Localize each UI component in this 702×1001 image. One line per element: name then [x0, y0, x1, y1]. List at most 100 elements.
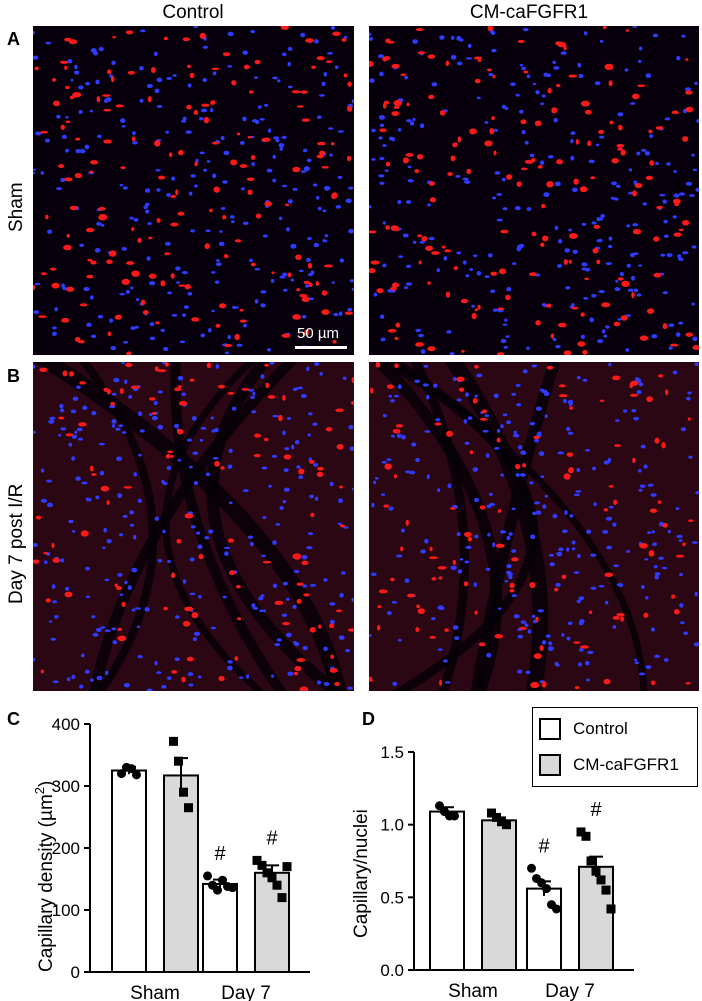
- nucleus-dot: [638, 488, 643, 492]
- nucleus-dot: [650, 627, 655, 632]
- capillary-dot: [303, 593, 310, 597]
- nucleus-dot: [283, 468, 289, 473]
- nucleus-dot: [228, 448, 233, 453]
- nucleus-dot: [90, 48, 97, 53]
- nucleus-dot: [282, 499, 287, 504]
- capillary-dot: [573, 641, 581, 644]
- nucleus-dot: [679, 572, 683, 577]
- nucleus-dot: [607, 457, 612, 463]
- nucleus-dot: [430, 617, 436, 621]
- nucleus-dot: [577, 662, 583, 667]
- nucleus-dot: [404, 578, 410, 583]
- nucleus-dot: [673, 193, 680, 198]
- capillary-dot: [417, 608, 425, 615]
- nucleus-dot: [249, 258, 253, 263]
- nucleus-dot: [231, 406, 237, 411]
- capillary-dot: [657, 374, 664, 378]
- nucleus-dot: [206, 160, 211, 163]
- nucleus-dot: [519, 64, 524, 67]
- capillary-dot: [479, 505, 486, 510]
- nucleus-dot: [584, 267, 591, 272]
- nucleus-dot: [84, 144, 90, 150]
- nucleus-dot: [584, 449, 591, 452]
- nucleus-dot: [605, 262, 613, 266]
- nucleus-dot: [33, 168, 37, 171]
- capillary-dot: [347, 628, 354, 632]
- nucleus-dot: [496, 218, 503, 222]
- capillary-dot: [648, 129, 653, 134]
- capillary-dot: [343, 73, 348, 78]
- nucleus-dot: [46, 479, 52, 483]
- capillary-dot: [321, 309, 330, 315]
- micrograph-sham-cm-cafgfr1: [369, 26, 699, 355]
- data-point: [267, 873, 277, 883]
- capillary-dot: [321, 290, 328, 296]
- nucleus-dot: [667, 529, 671, 534]
- nucleus-dot: [64, 586, 70, 591]
- capillary-dot: [319, 150, 326, 156]
- nucleus-dot: [154, 516, 159, 521]
- capillary-dot: [40, 130, 49, 134]
- nucleus-dot: [651, 530, 655, 534]
- capillary-dot: [467, 536, 473, 542]
- nucleus-dot: [33, 310, 40, 314]
- capillary-dot: [558, 384, 566, 388]
- nucleus-dot: [604, 600, 609, 605]
- capillary-dot: [303, 280, 311, 285]
- nucleus-dot: [490, 289, 496, 294]
- tissue-cleft: [89, 362, 298, 691]
- nucleus-dot: [535, 90, 540, 95]
- capillary-dot: [182, 37, 191, 42]
- nucleus-dot: [251, 603, 256, 608]
- nucleus-dot: [484, 275, 490, 279]
- nucleus-dot: [544, 494, 548, 498]
- nucleus-dot: [33, 364, 36, 369]
- nucleus-dot: [286, 632, 292, 638]
- capillary-dot: [107, 331, 112, 337]
- nucleus-dot: [105, 670, 109, 676]
- nucleus-dot: [382, 221, 386, 225]
- nucleus-dot: [208, 529, 214, 534]
- nucleus-dot: [651, 334, 658, 339]
- nucleus-dot: [190, 174, 196, 178]
- nucleus-dot: [452, 625, 459, 630]
- capillary-dot: [673, 609, 680, 615]
- scale-bar-label: 50 µm: [297, 325, 339, 342]
- nucleus-dot: [679, 621, 685, 624]
- nucleus-dot: [391, 601, 398, 604]
- capillary-dot: [425, 245, 434, 251]
- nucleus-dot: [502, 413, 508, 417]
- nucleus-dot: [436, 268, 441, 273]
- data-point: [272, 880, 282, 890]
- capillary-dot: [651, 680, 656, 686]
- data-point: [576, 827, 586, 837]
- nucleus-dot: [504, 580, 508, 583]
- nucleus-dot: [420, 349, 426, 354]
- nucleus-dot: [488, 72, 494, 77]
- capillary-dot: [171, 572, 176, 579]
- nucleus-dot: [192, 451, 199, 455]
- nucleus-dot: [524, 623, 529, 627]
- nucleus-dot: [474, 394, 478, 398]
- capillary-dot: [309, 626, 316, 633]
- nucleus-dot: [659, 193, 666, 197]
- nucleus-dot: [98, 442, 106, 446]
- nucleus-dot: [539, 388, 545, 392]
- capillary-dot: [176, 428, 184, 435]
- nucleus-dot: [452, 376, 457, 382]
- nucleus-dot: [347, 307, 353, 312]
- capillary-dot: [570, 306, 579, 310]
- nucleus-dot: [254, 299, 259, 304]
- legend-swatch-control: [539, 718, 561, 740]
- nucleus-dot: [314, 496, 319, 501]
- nucleus-dot: [252, 607, 259, 610]
- nucleus-dot: [348, 228, 354, 234]
- y-tick-label: 300: [52, 777, 80, 796]
- capillary-dot: [529, 272, 537, 277]
- data-point: [282, 862, 292, 872]
- nucleus-dot: [587, 650, 594, 655]
- nucleus-dot: [135, 298, 140, 302]
- capillary-dot: [568, 74, 577, 78]
- nucleus-dot: [382, 413, 387, 418]
- capillary-dot: [34, 66, 39, 71]
